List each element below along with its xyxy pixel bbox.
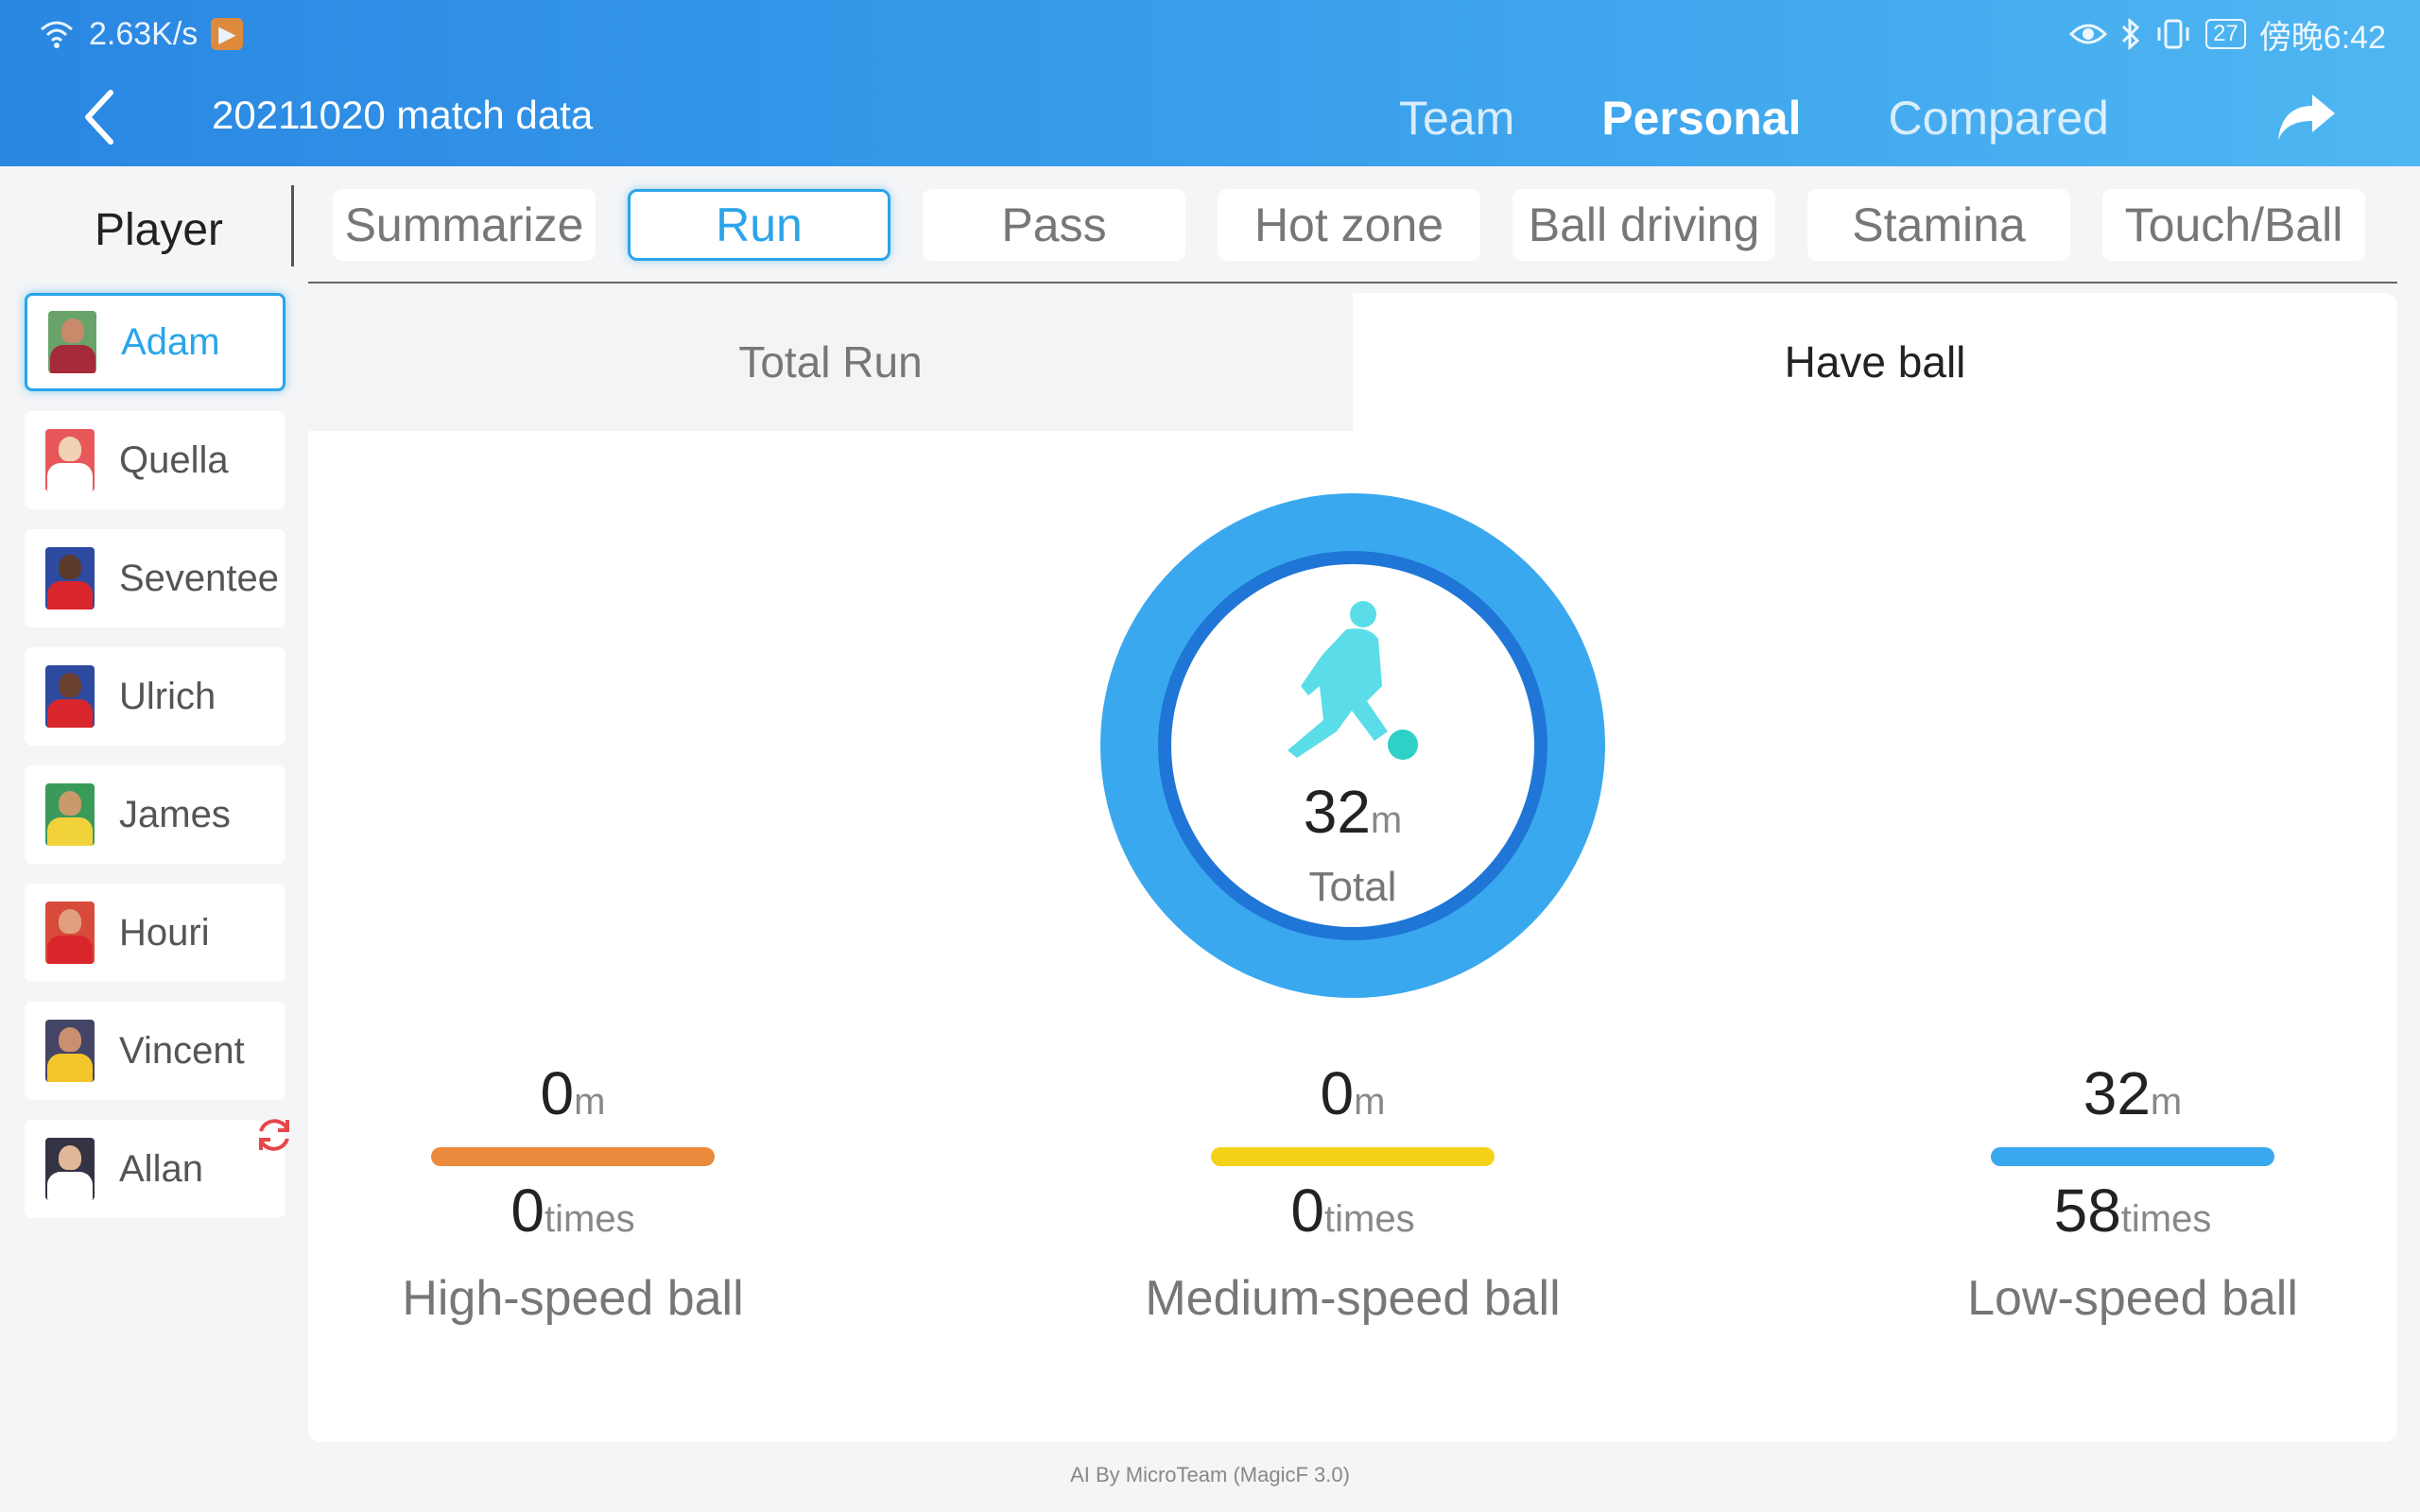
- tab-hot-zone[interactable]: Hot zone: [1218, 189, 1480, 261]
- bluetooth-icon: [2122, 18, 2140, 50]
- avatar: [45, 429, 95, 491]
- status-bar-left: 2.63K/s ▶: [38, 13, 244, 55]
- chevron-left-icon: [85, 90, 113, 145]
- stat-distance: 32m: [1896, 1058, 2369, 1134]
- avatar: [45, 1020, 95, 1082]
- player-name: Allan: [119, 1147, 203, 1190]
- stat-label: Low-speed ball: [1967, 1271, 2298, 1326]
- stat-medium-speed: 0m 0times Medium-speed ball: [1116, 1058, 1589, 1327]
- run-stats-card: Total Run Have ball 32m Total 0m 0times …: [308, 293, 2397, 1442]
- tab-summarize[interactable]: Summarize: [333, 189, 596, 261]
- back-button[interactable]: [76, 87, 123, 147]
- tab-compared[interactable]: Compared: [1888, 92, 2109, 145]
- share-button[interactable]: [2274, 91, 2339, 144]
- player-list-header: Player: [94, 204, 224, 255]
- status-bar-right: 27 傍晚6:42: [2069, 13, 2386, 56]
- stat-low-speed: 32m 58times Low-speed ball: [1896, 1058, 2369, 1327]
- player-item-james[interactable]: James: [25, 765, 285, 864]
- stat-times: 58times: [1896, 1176, 2369, 1251]
- stat-distance: 0m: [1116, 1058, 1589, 1134]
- player-name: James: [119, 793, 231, 835]
- player-name: Adam: [121, 320, 220, 363]
- player-name: Seventee: [119, 557, 280, 599]
- avatar: [45, 902, 95, 964]
- footer-credit: AI By MicroTeam (MagicF 3.0): [1070, 1463, 1350, 1486]
- stat-high-speed: 0m 0times High-speed ball: [337, 1058, 809, 1327]
- stat-color-bar: [1991, 1147, 2274, 1166]
- player-name: Houri: [119, 911, 210, 954]
- stat-distance-value: 32: [2083, 1059, 2151, 1127]
- page-title: 20211020 match data: [212, 93, 594, 137]
- refresh-icon[interactable]: [251, 1112, 297, 1158]
- clock: 傍晚6:42: [2258, 19, 2386, 56]
- player-name: Quella: [119, 438, 229, 481]
- stat-distance: 0m: [337, 1058, 809, 1134]
- stat-times-unit: times: [1324, 1198, 1415, 1240]
- avatar: [45, 665, 95, 728]
- network-speed: 2.63K/s: [89, 15, 199, 52]
- player-item-adam[interactable]: Adam: [25, 293, 285, 391]
- stat-distance-unit: m: [1354, 1081, 1386, 1123]
- total-distance: 32m: [1100, 777, 1605, 847]
- tab-touch-ball[interactable]: Touch/Ball: [2102, 189, 2365, 261]
- total-distance-value: 32: [1303, 778, 1371, 846]
- ring-chart: [1100, 493, 1605, 998]
- stat-times-value: 0: [510, 1177, 544, 1245]
- stat-label: High-speed ball: [402, 1271, 744, 1326]
- avatar: [48, 311, 97, 373]
- player-item-allan[interactable]: Allan: [25, 1119, 289, 1218]
- player-dribbling-icon: [1288, 601, 1418, 760]
- stat-times-value: 58: [2053, 1177, 2121, 1245]
- avatar: [45, 1138, 95, 1200]
- player-item-seventee[interactable]: Seventee: [25, 529, 285, 627]
- top-tab-bar: Team Personal Compared: [1399, 87, 2196, 149]
- stat-label: Medium-speed ball: [1145, 1271, 1561, 1326]
- segment-have-ball[interactable]: Have ball: [1353, 293, 2397, 431]
- player-item-houri[interactable]: Houri: [25, 884, 285, 982]
- stat-times: 0times: [337, 1176, 809, 1251]
- share-icon: [2278, 94, 2335, 140]
- stat-distance-value: 0: [1320, 1059, 1355, 1127]
- app-notification-icon: ▶: [211, 18, 244, 50]
- total-label: Total: [1308, 864, 1397, 910]
- divider: [291, 185, 294, 266]
- player-name: Vincent: [119, 1029, 245, 1072]
- segment-tabs: Total Run Have ball: [308, 293, 2397, 431]
- eye-icon: [2069, 24, 2108, 44]
- stat-times-value: 0: [1290, 1177, 1324, 1245]
- total-ring: 32m Total: [1100, 493, 1605, 998]
- stat-distance-unit: m: [2150, 1081, 2183, 1123]
- stat-distance-value: 0: [540, 1059, 575, 1127]
- segment-total-run[interactable]: Total Run: [308, 293, 1353, 431]
- player-list: Adam Quella Seventee Ulrich James Houri: [25, 293, 289, 1238]
- avatar: [45, 783, 95, 846]
- sub-tab-bar: Summarize Run Pass Hot zone Ball driving…: [333, 189, 2397, 261]
- stat-distance-unit: m: [574, 1081, 606, 1123]
- vibrate-icon: [2157, 19, 2189, 49]
- tab-ball-driving[interactable]: Ball driving: [1512, 189, 1775, 261]
- stat-color-bar: [431, 1147, 715, 1166]
- tab-run[interactable]: Run: [628, 189, 890, 261]
- player-name: Ulrich: [119, 675, 216, 717]
- avatar: [45, 547, 95, 610]
- player-item-ulrich[interactable]: Ulrich: [25, 647, 285, 746]
- player-item-quella[interactable]: Quella: [25, 411, 285, 509]
- total-distance-unit: m: [1370, 799, 1403, 841]
- stat-times-unit: times: [2120, 1198, 2212, 1240]
- tab-team[interactable]: Team: [1399, 92, 1515, 145]
- divider: [308, 282, 2397, 284]
- app-header: 2.63K/s ▶ 27 傍晚6:42 20211020 match data …: [0, 0, 2420, 166]
- tab-pass[interactable]: Pass: [923, 189, 1185, 261]
- stat-times: 0times: [1116, 1176, 1589, 1251]
- wifi-icon: [41, 21, 73, 48]
- stat-color-bar: [1211, 1147, 1495, 1166]
- stat-times-unit: times: [544, 1198, 635, 1240]
- tab-personal[interactable]: Personal: [1601, 92, 1802, 145]
- player-item-vincent[interactable]: Vincent: [25, 1002, 285, 1100]
- battery-icon: 27: [2205, 19, 2246, 49]
- tab-stamina[interactable]: Stamina: [1807, 189, 2070, 261]
